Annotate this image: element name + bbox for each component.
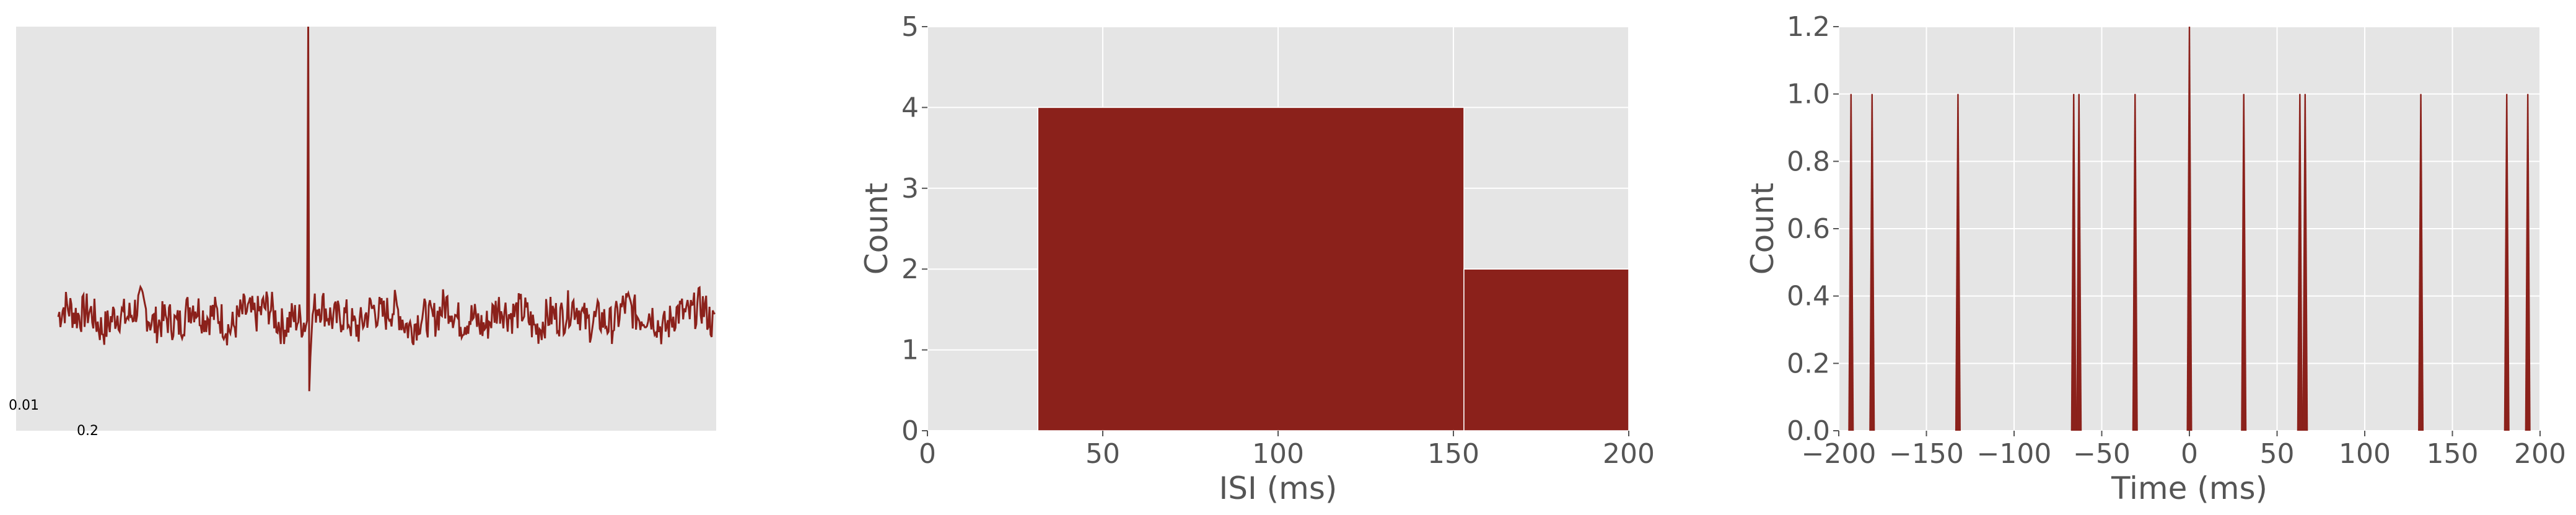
acg-x-tick-label: 50: [2260, 438, 2295, 470]
acg-spike: [2418, 94, 2424, 431]
acg-x-tick-label: 150: [2427, 438, 2479, 470]
scale-bar-time-label: 0.2: [77, 423, 99, 439]
acg-y-tick-label: 0.6: [1787, 213, 1830, 245]
isi-x-tick-label: 100: [1252, 438, 1304, 470]
acg-spike: [1955, 94, 1961, 431]
acg-spike: [1848, 94, 1854, 431]
isi-bar: [1037, 107, 1465, 431]
waveform-panel: 0.01 0.2: [9, 26, 716, 439]
waveform-line: [57, 26, 716, 392]
isi-y-tick-label: 2: [901, 253, 919, 285]
isi-y-axis-label: Count: [859, 183, 895, 275]
isi-x-ticks: 0 50 100 150 200: [919, 431, 1655, 470]
acg-spike: [2132, 94, 2138, 431]
acg-x-tick-label: −100: [1977, 438, 2052, 470]
acg-x-tick-label: −50: [2073, 438, 2131, 470]
acg-y-axis-label: Count: [1745, 183, 1781, 275]
acg-x-tick-label: −150: [1889, 438, 1964, 470]
acg-x-tick-label: 100: [2339, 438, 2391, 470]
acg-spike: [2297, 94, 2303, 431]
isi-y-tick-label: 5: [901, 11, 919, 43]
acg-x-tick-label: −200: [1802, 438, 1877, 470]
isi-histogram-panel: 0 50 100 150 200 0 1 2 3 4 5 ISI (ms) Count: [859, 11, 1655, 506]
autocorrelogram-panel: −200 −150 −100 −50 0 50 100 150 200 0.0 0.2 0.4 0.6…: [1745, 11, 2566, 506]
isi-x-tick-label: 200: [1603, 438, 1655, 470]
isi-x-tick-label: 0: [919, 438, 936, 470]
isi-y-tick-label: 3: [901, 173, 919, 205]
acg-y-tick-label: 0.8: [1787, 146, 1830, 177]
isi-y-tick-label: 0: [901, 415, 919, 447]
acg-spikes: [1848, 27, 2531, 431]
scale-bar-amplitude-label: 0.01: [9, 398, 39, 413]
acg-y-tick-label: 1.2: [1787, 11, 1830, 43]
acg-y-tick-label: 0.0: [1787, 415, 1830, 447]
acg-spike: [2504, 94, 2510, 431]
acg-spike: [2525, 94, 2531, 431]
acg-x-ticks: −200 −150 −100 −50 0 50 100 150 200: [1802, 431, 2566, 470]
acg-spike: [2076, 94, 2082, 431]
isi-y-ticks: 0 1 2 3 4 5: [901, 11, 927, 447]
acg-x-tick-label: 0: [2181, 438, 2198, 470]
acg-y-ticks: 0.0 0.2 0.4 0.6 0.8 1.0 1.2: [1787, 11, 1839, 447]
waveform-plot-area: [16, 27, 716, 431]
acg-y-tick-label: 1.0: [1787, 79, 1830, 110]
acg-x-axis-label: Time (ms): [2111, 470, 2267, 506]
isi-x-axis-label: ISI (ms): [1219, 470, 1338, 506]
acg-spike: [2241, 94, 2247, 431]
acg-spike: [1869, 94, 1875, 431]
isi-x-tick-label: 50: [1085, 438, 1120, 470]
isi-bar: [1463, 268, 1629, 431]
isi-y-tick-label: 1: [901, 335, 919, 366]
acg-y-tick-label: 0.2: [1787, 348, 1830, 379]
acg-spike: [2070, 94, 2077, 431]
acg-spike: [2186, 27, 2193, 431]
acg-spike: [2302, 94, 2308, 431]
acg-y-tick-label: 0.4: [1787, 281, 1830, 312]
acg-x-tick-label: 200: [2514, 438, 2566, 470]
isi-x-tick-label: 150: [1427, 438, 1479, 470]
isi-bars: [1037, 107, 1629, 431]
isi-y-tick-label: 4: [901, 92, 919, 123]
